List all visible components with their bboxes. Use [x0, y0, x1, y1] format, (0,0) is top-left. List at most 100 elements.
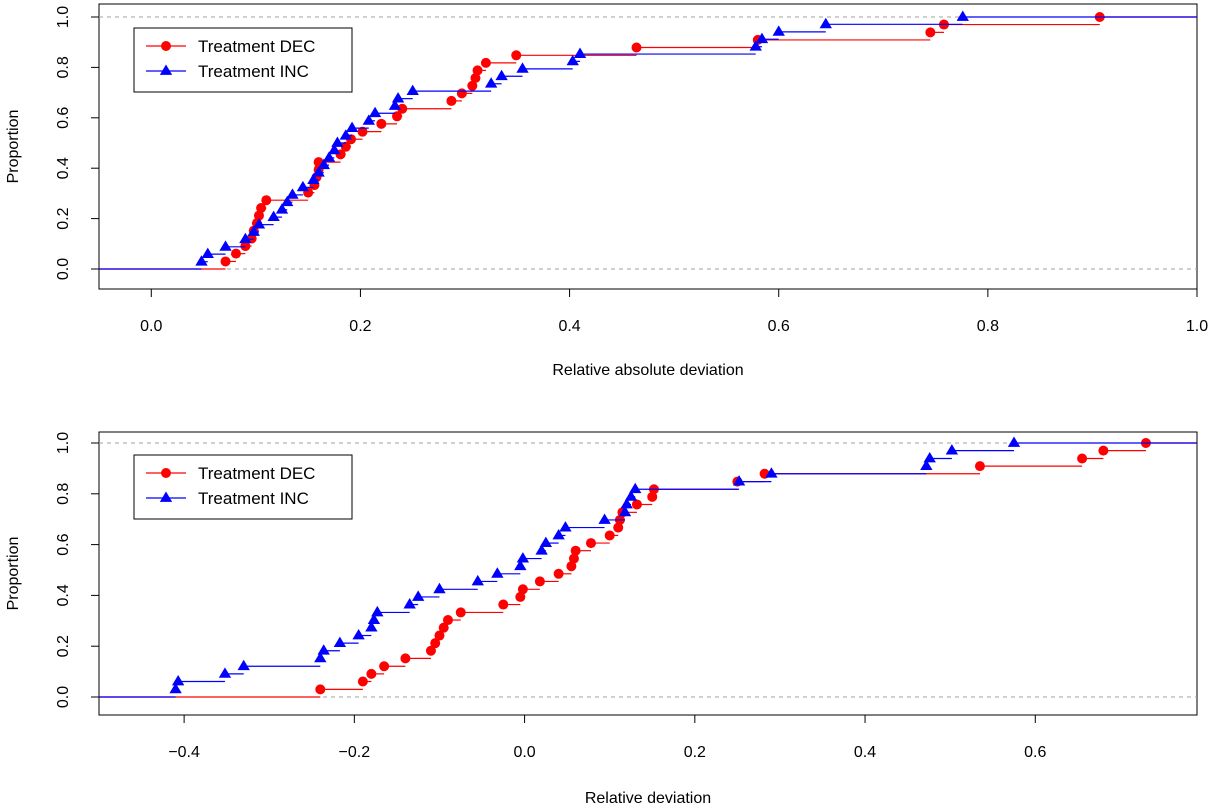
data-point [240, 241, 251, 252]
data-point [514, 559, 527, 571]
x-tick-label: 0.0 [513, 744, 535, 761]
chart-panel-1: 0.0 0.2 0.4 0.6 0.8 1.0 0.0 0.2 0.4 0.6 0.8 1.0 Rela… [5, 3, 1208, 379]
data-point [819, 17, 832, 29]
x-tick-label: 1.0 [1186, 318, 1208, 335]
data-point [945, 444, 959, 455]
y-axis-title: Proportion [5, 110, 22, 184]
series-treatment-inc [99, 436, 1197, 698]
data-point [267, 210, 280, 221]
legend-label: Treatment INC [198, 62, 309, 81]
chart-panel-2: −0.4 −0.2 0.0 0.2 0.4 0.6 0.0 0.2 0.4 0.6 0.8 1.0 Re… [5, 431, 1198, 807]
data-point [391, 92, 405, 103]
data-point [624, 490, 638, 501]
data-point [566, 54, 579, 66]
data-point [169, 682, 182, 694]
data-point [345, 121, 359, 133]
x-tick-label: −0.2 [339, 744, 371, 761]
data-point [755, 32, 769, 44]
data-point [371, 605, 384, 617]
data-point [286, 188, 299, 199]
data-point [467, 80, 478, 91]
x-tick-label: 0.6 [768, 318, 790, 335]
data-point [195, 255, 208, 266]
data-point [252, 218, 266, 229]
data-point [732, 475, 746, 486]
data-point [406, 84, 419, 95]
data-point [434, 630, 445, 641]
data-point [220, 256, 231, 267]
data-point [333, 636, 347, 648]
data-point [772, 25, 785, 36]
data-point [516, 62, 529, 73]
data-point [585, 538, 596, 549]
x-tick-label: 0.6 [1024, 744, 1046, 761]
data-point [340, 141, 351, 152]
data-point [516, 552, 530, 563]
data-point [412, 590, 425, 601]
data-point [1007, 436, 1021, 447]
data-point [239, 232, 252, 244]
data-point [620, 497, 633, 509]
y-tick-label: 0.8 [55, 56, 72, 78]
data-point [470, 72, 481, 83]
data-point [920, 459, 933, 471]
data-point [328, 143, 341, 155]
x-tick-label: 0.4 [854, 744, 876, 761]
legend-box [133, 27, 353, 93]
legend-marker [159, 491, 173, 502]
data-point [559, 521, 572, 532]
x-tick-label: 0.2 [684, 744, 706, 761]
y-tick-label: 0.0 [55, 258, 72, 280]
data-point [366, 668, 377, 679]
data-point [365, 621, 378, 632]
data-point [442, 615, 453, 626]
data-point [1077, 453, 1088, 464]
data-point [491, 567, 504, 578]
data-point [379, 661, 390, 672]
data-point [367, 613, 381, 624]
data-point [471, 574, 484, 586]
data-point [368, 106, 382, 118]
x-axis-title: Relative absolute deviation [552, 362, 743, 379]
data-point [647, 491, 658, 502]
legend-label: Treatment INC [198, 489, 309, 508]
data-point [472, 65, 483, 76]
data-point [455, 607, 466, 618]
data-point [317, 644, 330, 655]
data-point [553, 568, 564, 579]
y-tick-label: 0.8 [55, 483, 72, 505]
data-point [631, 499, 642, 510]
data-point [566, 561, 577, 572]
data-point [376, 118, 387, 129]
y-tick-label: 0.2 [55, 207, 72, 229]
data-point [568, 553, 579, 564]
series-treatment-inc [99, 10, 1197, 270]
data-point [275, 203, 289, 214]
data-point [570, 545, 581, 556]
data-point [307, 173, 320, 184]
data-point [357, 676, 368, 687]
plot-frame [98, 3, 1198, 290]
data-point [618, 505, 632, 517]
data-point [433, 582, 446, 594]
data-point [219, 240, 232, 251]
data-point [247, 225, 260, 236]
x-tick-label: −0.4 [168, 744, 200, 761]
data-point [230, 248, 241, 259]
legend: Treatment DEC Treatment INC [133, 454, 353, 520]
data-point [430, 638, 441, 649]
data-point [314, 651, 327, 663]
plot-frame [98, 431, 1198, 716]
data-point [480, 57, 491, 68]
data-point [765, 467, 778, 478]
data-point [498, 599, 509, 610]
data-point [400, 653, 411, 664]
data-point [253, 210, 264, 221]
data-point [339, 129, 352, 140]
data-point [331, 136, 344, 147]
legend-marker [161, 41, 171, 51]
legend: Treatment DEC Treatment INC [133, 27, 353, 93]
data-point [539, 536, 553, 547]
data-point [573, 47, 587, 58]
legend-label: Treatment DEC [198, 464, 315, 483]
